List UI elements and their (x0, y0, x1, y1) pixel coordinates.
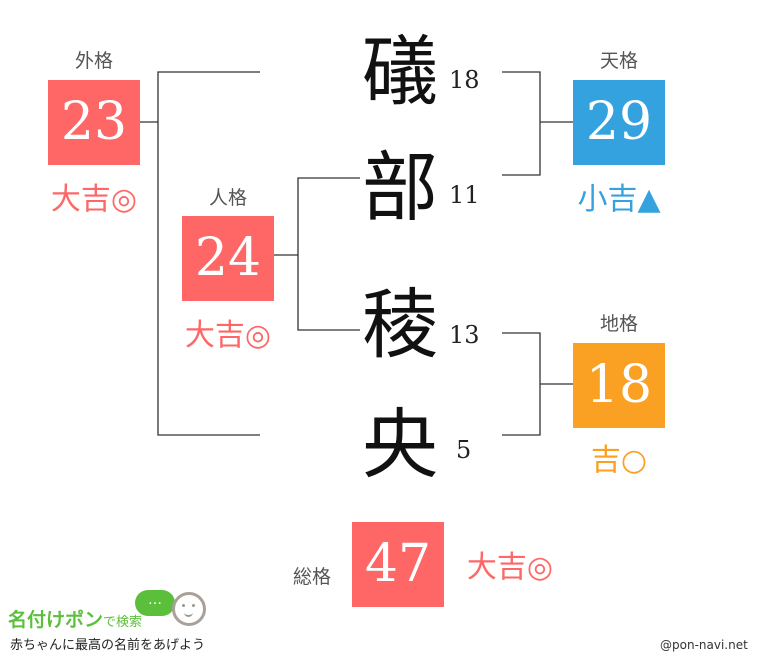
logo-tagline: 赤ちゃんに最高の名前をあげよう (10, 638, 206, 653)
gaikaku-label: 外格 (74, 50, 113, 72)
stroke-count-2: 11 (449, 181, 480, 209)
tenkaku-label: 天格 (599, 50, 638, 72)
jinkaku-label: 人格 (208, 187, 247, 209)
site-credit: @pon-navi.net (660, 638, 748, 652)
jinkaku-value: 24 (182, 216, 274, 301)
name-char-3: 稜 (362, 280, 438, 369)
gaikaku-value: 23 (48, 80, 140, 165)
stroke-count-1: 18 (449, 66, 480, 94)
stroke-count-3: 13 (449, 321, 480, 349)
stroke-count-4: 5 (456, 436, 472, 464)
chikaku-result: 吉○ (590, 443, 648, 478)
jinkaku-result: 大吉◎ (184, 318, 272, 353)
name-char-4: 央 (362, 400, 438, 489)
name-char-2: 部 (362, 143, 438, 232)
gaikaku-result: 大吉◎ (50, 182, 138, 217)
speech-bubble-icon: … (135, 590, 175, 616)
logo-suffix: で検索 (103, 615, 143, 630)
soukaku-value: 47 (352, 522, 444, 607)
baby-face-icon (172, 592, 206, 626)
name-char-1: 礒 (362, 27, 438, 116)
tenkaku-result: 小吉▲ (577, 182, 661, 217)
logo-title: 名付けポンで検索 (8, 605, 142, 632)
chikaku-value: 18 (573, 343, 665, 428)
logo-title-text: 名付けポン (8, 609, 104, 631)
tenkaku-value: 29 (573, 80, 665, 165)
soukaku-result: 大吉◎ (466, 550, 554, 585)
chikaku-label: 地格 (599, 313, 638, 335)
soukaku-label: 総格 (292, 566, 331, 588)
